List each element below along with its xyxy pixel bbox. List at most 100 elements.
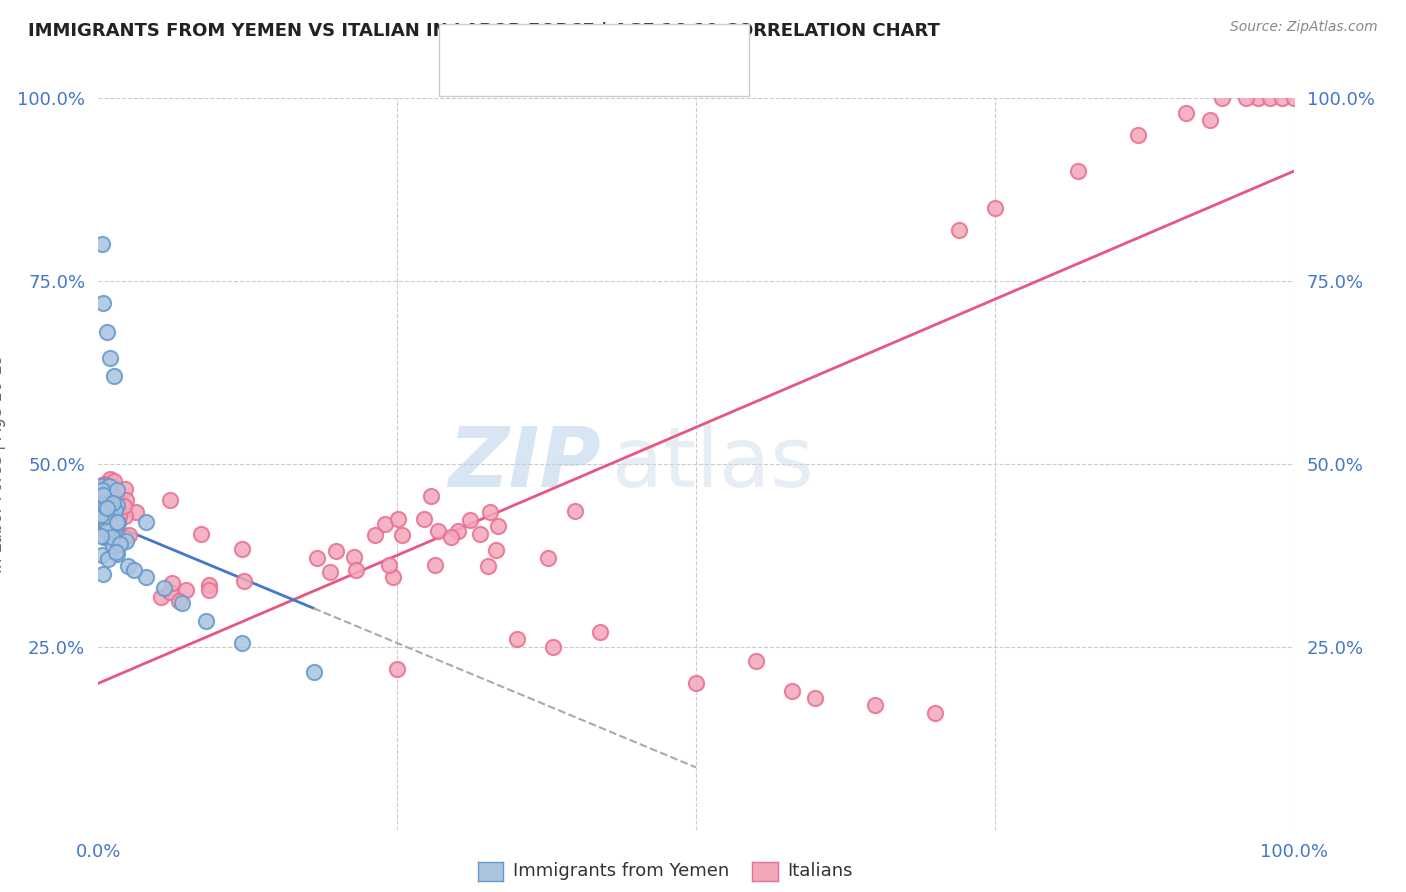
Point [924,706,946,720]
Point [94,499,117,513]
Point [948,223,970,237]
Point [98,479,121,493]
Point [107,516,129,530]
Point [984,201,1007,215]
Point [104,502,127,516]
Point [98,498,121,512]
Point [198,578,221,592]
Point [91,483,114,498]
Point [98,528,121,542]
Point [420,489,443,503]
Point [1067,164,1090,178]
Point [486,519,509,533]
Point [153,581,176,595]
Point [458,512,481,526]
Point [391,528,413,542]
Point [93,530,115,544]
Point [1247,91,1270,105]
Point [108,508,131,523]
Point [174,582,197,597]
Point [89,506,111,520]
Point [101,496,124,510]
Point [93,478,115,492]
Point [447,524,470,539]
Point [104,489,127,503]
Point [91,548,114,562]
Point [343,550,366,565]
Point [93,521,115,535]
Point [90,486,112,500]
Point [1128,128,1150,142]
Point [172,596,194,610]
Point [112,499,135,513]
Point [96,325,118,339]
Point [114,534,136,549]
Point [100,500,122,515]
Point [104,520,127,534]
Text: Italians: Italians [787,863,853,880]
Point [305,551,328,566]
Point [91,237,114,252]
Point [91,296,114,310]
Point [96,500,118,515]
Point [105,515,128,529]
Point [231,541,253,556]
Point [101,494,124,508]
Point [90,479,112,493]
Point [90,504,112,518]
Point [1199,113,1222,128]
Point [117,559,139,574]
Point [382,570,405,584]
Point [485,543,508,558]
Point [98,511,121,525]
Point [104,497,127,511]
Point [135,570,157,584]
Point [865,698,887,713]
Point [468,527,491,541]
Point [91,566,114,581]
Point [1211,91,1233,105]
Point [319,565,342,579]
Point [101,539,124,553]
Point [1271,91,1294,105]
Point [1258,91,1281,105]
Point [93,513,115,527]
Point [98,497,121,511]
Point [589,625,612,640]
Point [325,544,347,558]
Point [1282,91,1305,105]
Point [804,690,827,705]
Point [478,505,501,519]
Point [344,563,367,577]
Point [105,544,128,558]
Point [233,574,256,588]
Point [91,490,114,504]
Point [541,640,564,654]
Point [89,490,111,504]
Point [537,551,560,566]
Point [93,493,115,508]
Point [93,488,115,502]
Point [93,494,115,508]
Point [97,552,120,566]
Point [364,528,387,542]
Text: atlas: atlas [613,424,814,504]
Point [135,516,157,530]
Point [89,507,111,521]
Point [93,496,115,510]
Point [90,501,112,516]
Point [105,499,128,513]
Point [98,472,121,486]
Point [506,632,529,647]
Point [387,512,409,526]
Point [105,524,128,539]
Point [98,351,122,365]
Point [1234,91,1257,105]
Point [90,505,112,519]
Point [103,369,125,384]
Point [104,506,127,520]
Point [105,483,128,498]
Point [94,510,117,524]
Point [96,523,118,537]
Point [231,636,253,650]
